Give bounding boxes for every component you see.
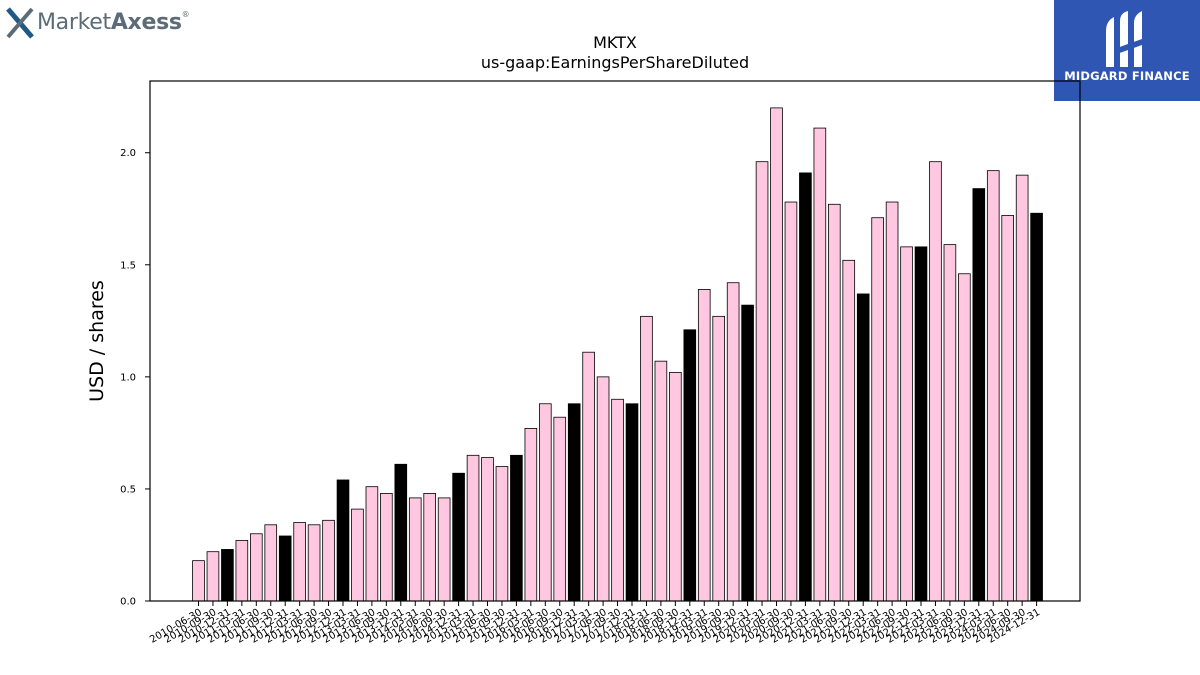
bar-2013-12-31 <box>394 463 408 602</box>
bar-2017-12-31 <box>625 403 639 602</box>
y-tick-label: 1.0 <box>120 372 136 383</box>
bar-2016-03-31 <box>524 428 538 602</box>
bar-2014-09-30 <box>437 497 451 602</box>
marketaxess-wordmark: MarketAxess® <box>37 10 190 35</box>
bar-2020-06-30 <box>770 107 783 602</box>
bar-2016-12-31 <box>567 403 581 602</box>
bar-2011-09-30 <box>264 524 278 602</box>
bar-2021-12-31 <box>856 293 870 602</box>
bar-2019-06-30 <box>712 315 725 602</box>
bar-2011-12-31 <box>278 535 292 602</box>
bar-2024-06-30 <box>1001 215 1014 602</box>
bar-2012-09-30 <box>322 519 335 602</box>
midgard-monogram-icon <box>1106 11 1142 67</box>
bar-2017-03-31 <box>582 351 595 602</box>
bar-2011-03-31 <box>235 540 249 602</box>
bar-2015-12-31 <box>510 454 523 602</box>
bar-2011-06-30 <box>249 533 263 602</box>
bar-2016-09-30 <box>553 416 567 602</box>
bar-2018-12-31 <box>683 329 697 602</box>
bar-2023-12-31 <box>972 188 986 602</box>
bar-2022-03-31 <box>871 217 884 602</box>
bar-2019-09-30 <box>726 282 740 602</box>
bar-2017-09-30 <box>611 398 624 602</box>
bar-2019-12-31 <box>741 304 754 602</box>
midgard-finance-name: MIDGARD FINANCE <box>1064 69 1190 83</box>
midgard-finance-logo: MIDGARD FINANCE <box>1054 0 1200 101</box>
bar-2018-03-31 <box>640 315 653 602</box>
bar-2024-03-31 <box>986 170 1000 602</box>
y-tick-label: 0.0 <box>120 597 136 608</box>
bar-2023-09-30 <box>958 273 971 602</box>
bar-2010-12-31 <box>221 549 234 602</box>
bar-2014-12-31 <box>452 472 465 602</box>
bar-2012-12-31 <box>336 479 350 602</box>
bar-2015-03-31 <box>466 454 480 602</box>
bar-2013-03-31 <box>351 508 364 602</box>
y-tick-label: 2.0 <box>120 148 136 159</box>
bar-2015-09-30 <box>495 466 509 602</box>
bar-2024-12-31 <box>1030 212 1043 602</box>
bar-2020-12-31 <box>799 172 812 602</box>
bar-2010-06-30 <box>192 560 205 602</box>
marketaxess-logo: MarketAxess® <box>6 4 206 40</box>
bar-2018-09-30 <box>669 371 682 602</box>
bar-2024-09-30 <box>1015 174 1029 602</box>
bar-2022-09-30 <box>900 246 913 602</box>
bars-group <box>192 107 1043 602</box>
bar-2014-06-30 <box>423 493 436 602</box>
bar-2022-12-31 <box>914 246 928 602</box>
bar-2021-03-31 <box>813 127 827 602</box>
bar-2022-06-30 <box>885 201 899 602</box>
chart-title: MKTX <box>593 33 637 52</box>
bar-2016-06-30 <box>539 403 552 602</box>
bar-2020-03-31 <box>755 161 769 602</box>
bar-2023-06-30 <box>943 244 957 602</box>
bar-2013-09-30 <box>380 493 393 602</box>
bar-2013-06-30 <box>365 486 379 602</box>
bar-2012-06-30 <box>307 524 321 602</box>
bar-2015-06-30 <box>481 457 494 602</box>
chart-subtitle: us-gaap:EarningsPerShareDiluted <box>481 53 749 72</box>
y-axis-ticks: 0.0 0.5 1.0 1.5 2.0 <box>120 148 150 608</box>
bar-2018-06-30 <box>654 360 668 602</box>
x-mark-icon <box>6 7 34 39</box>
bar-2017-06-30 <box>596 376 610 602</box>
bar-2021-09-30 <box>842 259 856 602</box>
bar-2010-09-30 <box>206 551 220 602</box>
bar-2014-03-31 <box>408 497 422 602</box>
y-axis-label: USD / shares <box>86 280 108 402</box>
bar-2012-03-31 <box>293 522 306 602</box>
bar-2019-03-31 <box>697 289 711 602</box>
bar-2021-06-30 <box>828 203 841 602</box>
y-tick-label: 1.5 <box>120 260 136 271</box>
bar-2023-03-31 <box>929 161 942 602</box>
x-axis-ticks: 2010-06-302010-09-302010-12-312011-03-31… <box>148 601 1042 646</box>
y-tick-label: 0.5 <box>120 484 136 495</box>
plot-frame <box>149 80 1081 602</box>
bar-2020-09-30 <box>784 201 798 602</box>
